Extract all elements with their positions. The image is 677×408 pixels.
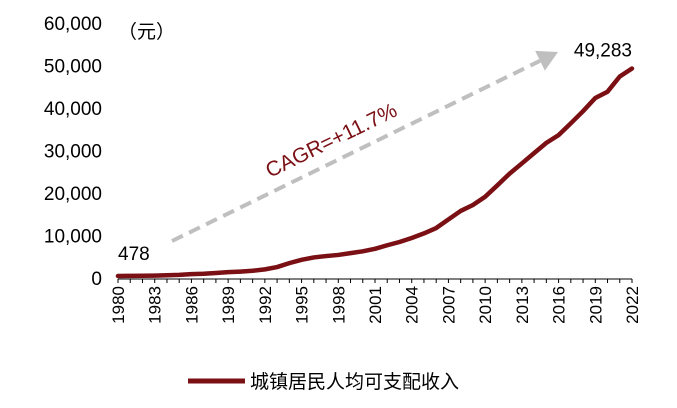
end-value-label: 49,283 (574, 41, 632, 62)
y-tick-label: 50,000 (44, 57, 102, 78)
y-tick-label: 20,000 (44, 184, 102, 205)
legend: 城镇居民人均可支配收入 (188, 371, 459, 393)
x-tick-label: 1989 (219, 286, 238, 324)
x-tick-label: 1986 (182, 286, 201, 324)
x-axis: 1980 1983 1986 1989 1992 1995 1998 2001 2004 2007… (109, 278, 642, 324)
x-tick-label: 2019 (586, 286, 605, 324)
x-tick-label: 1992 (256, 286, 275, 324)
series-layer (115, 66, 635, 279)
x-tick-label: 2007 (439, 286, 458, 324)
x-tick-label: 2010 (476, 286, 495, 324)
trend-arrow (171, 58, 541, 243)
x-tick-label: 1995 (293, 286, 312, 324)
x-tick-label: 1998 (329, 286, 348, 324)
legend-label: 城镇居民人均可支配收入 (250, 371, 459, 393)
y-tick-label: 40,000 (44, 99, 102, 120)
trend-arrow-head (535, 50, 558, 71)
start-value-label: 478 (118, 244, 150, 265)
x-tick-label: 2001 (366, 286, 385, 324)
y-tick-label: 10,000 (44, 227, 102, 248)
y-tick-label: 60,000 (44, 14, 102, 35)
y-tick-label: 30,000 (44, 142, 102, 163)
y-tick-label: 0 (91, 269, 102, 290)
x-tick-label: 2016 (550, 286, 569, 324)
x-tick-label: 1983 (146, 286, 165, 324)
y-axis-ticks: 0 10,000 20,000 30,000 40,000 50,000 60,000 (44, 14, 102, 290)
x-tick-label: 2004 (403, 286, 422, 324)
series-line (115, 66, 635, 279)
x-tick-label: 2022 (623, 286, 642, 324)
y-unit-label: （元） (118, 21, 175, 43)
x-tick-label: 1980 (109, 286, 128, 324)
x-tick-label: 2013 (513, 286, 532, 324)
